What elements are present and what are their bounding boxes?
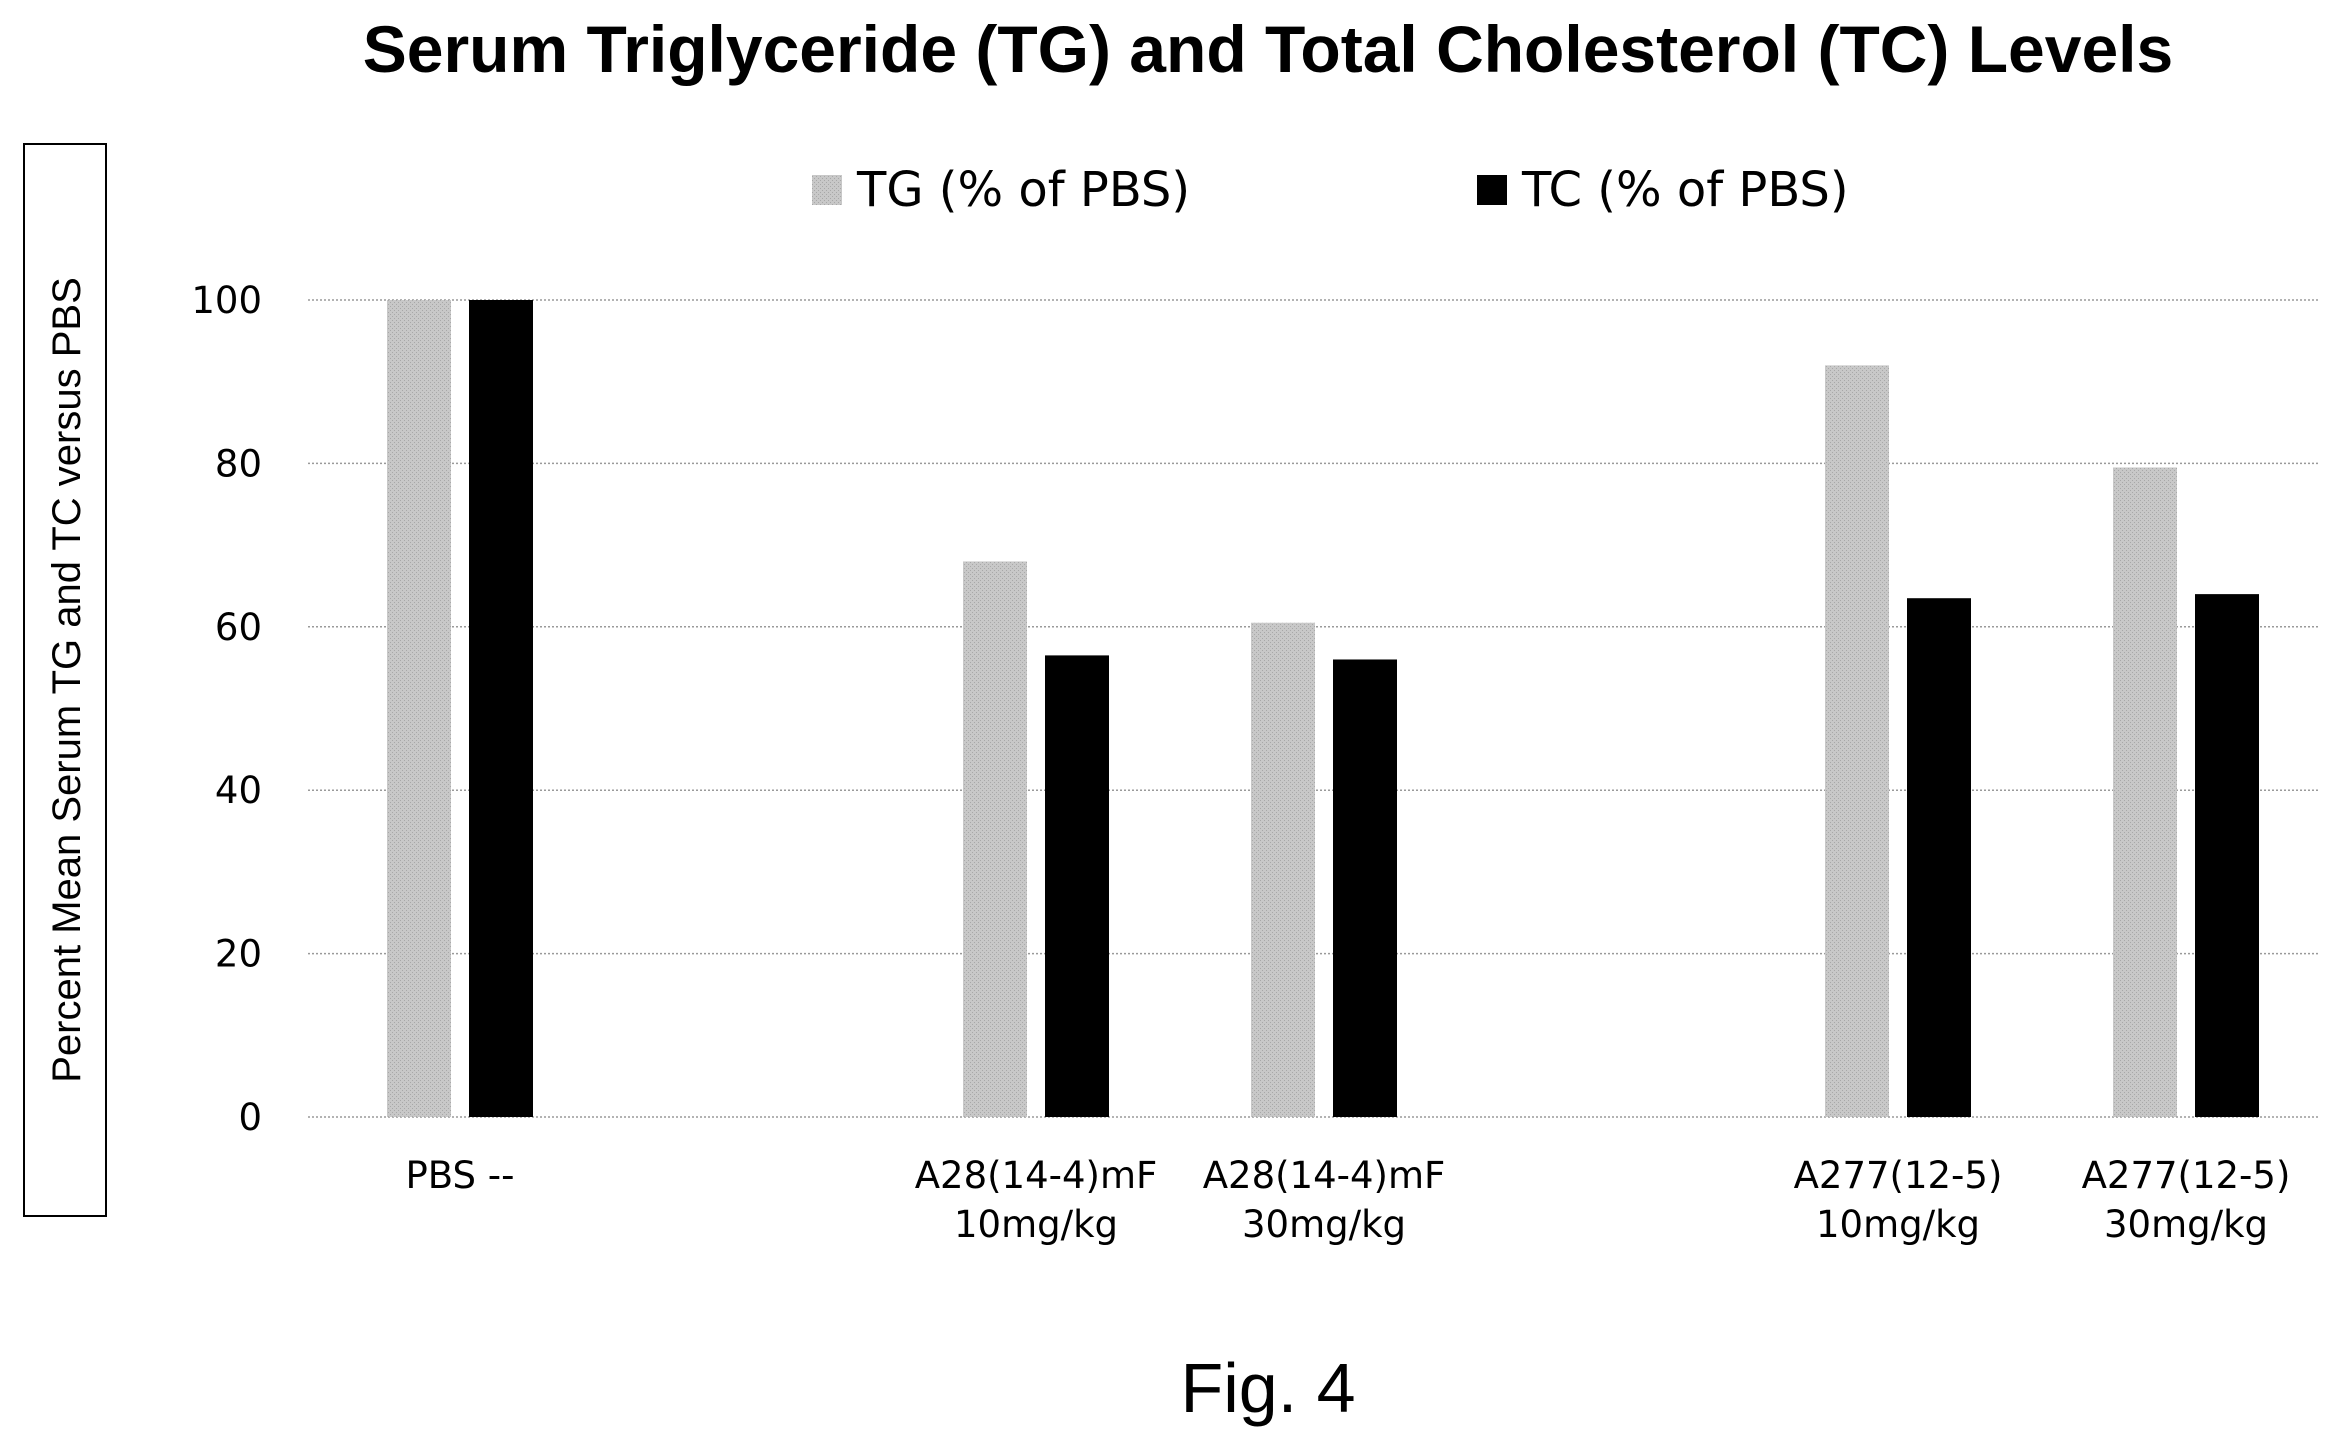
bar-tc xyxy=(1907,598,1971,1117)
bar-tc xyxy=(2195,594,2259,1117)
y-tick-label: 100 xyxy=(191,279,262,322)
bar-tg xyxy=(387,300,451,1117)
chart-title: Serum Triglyceride (TG) and Total Choles… xyxy=(363,12,2173,86)
y-tick-labels: 0 20 40 60 80 100 xyxy=(191,279,262,1139)
y-tick-label: 60 xyxy=(215,606,262,649)
bar-tc xyxy=(1333,659,1397,1117)
category-label: PBS -- xyxy=(406,1154,515,1197)
bar-tc xyxy=(1045,655,1109,1117)
legend-label: TG (% of PBS) xyxy=(856,162,1190,218)
legend: TG (% of PBS) TC (% of PBS) xyxy=(812,162,1849,218)
y-axis-label-box xyxy=(23,143,107,1217)
figure-caption: Fig. 4 xyxy=(1180,1349,1355,1427)
category-label: A277(12-5) 10mg/kg xyxy=(1794,1154,2003,1246)
y-tick-label: 40 xyxy=(215,769,262,812)
category-label: A28(14-4)mF 10mg/kg xyxy=(915,1154,1158,1246)
y-tick-label: 80 xyxy=(215,442,262,485)
bars xyxy=(387,300,2259,1117)
bar-tg xyxy=(963,561,1027,1117)
y-tick-label: 20 xyxy=(215,933,262,976)
bar-tg xyxy=(1825,365,1889,1117)
category-labels: PBS -- A28(14-4)mF 10mg/kg A28(14-4)mF 30mg/… xyxy=(406,1154,2291,1246)
bar-tg xyxy=(2113,467,2177,1117)
bar-tg xyxy=(1251,622,1315,1117)
y-axis-label: Percent Mean Serum TG and TC versus PBS xyxy=(45,277,89,1083)
y-tick-label: 0 xyxy=(238,1096,262,1139)
legend-swatch xyxy=(812,175,842,205)
category-label: A28(14-4)mF 30mg/kg xyxy=(1203,1154,1446,1246)
bar-tc xyxy=(469,300,533,1117)
legend-swatch xyxy=(1477,175,1507,205)
legend-label: TC (% of PBS) xyxy=(1521,162,1849,218)
category-label: A277(12-5) 30mg/kg xyxy=(2082,1154,2291,1246)
